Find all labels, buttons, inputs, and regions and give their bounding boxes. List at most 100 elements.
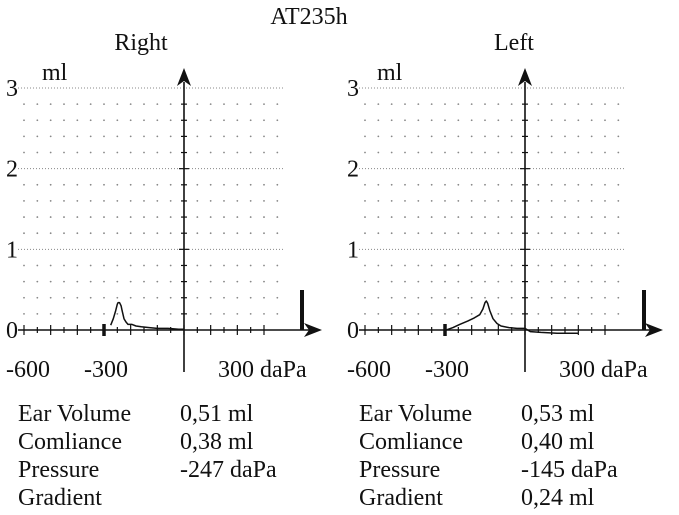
grid-dot: [156, 200, 159, 202]
grid-dot: [263, 280, 265, 283]
grid-dot: [196, 296, 199, 299]
grid-dot: [249, 103, 252, 106]
grid-dot: [76, 264, 79, 267]
grid-dot: [364, 119, 366, 122]
grid-dot: [196, 200, 199, 202]
grid-dot: [103, 119, 105, 122]
grid-dot: [417, 312, 420, 315]
grid-dot: [76, 151, 79, 154]
grid-dot: [63, 232, 65, 235]
grid-dot: [49, 264, 52, 267]
grid-dot: [89, 200, 92, 202]
grid-dot: [417, 280, 420, 283]
grid-dot: [430, 183, 433, 186]
grid-dot: [537, 232, 540, 235]
grid-dot: [89, 296, 92, 299]
y-axis-label: ml: [377, 60, 403, 86]
grid-dot: [604, 200, 606, 202]
grid-dot: [417, 119, 420, 122]
grid-dot: [577, 264, 580, 267]
grid-dot: [249, 216, 252, 218]
grid-dot: [470, 216, 473, 218]
grid-dot: [617, 119, 620, 122]
grid-dot: [390, 200, 393, 202]
grid-dot: [550, 200, 553, 202]
x-tick-label: 300 daPa: [218, 357, 307, 383]
grid-dot: [590, 151, 593, 154]
grid-dot: [470, 135, 473, 138]
grid-dot: [537, 200, 540, 202]
grid-dot: [470, 200, 473, 202]
grid-dot: [550, 264, 553, 267]
grid-dot: [537, 296, 540, 299]
grid-dot: [484, 312, 486, 315]
grid-dot: [223, 135, 225, 138]
grid-dot: [577, 119, 580, 122]
grid-dot: [143, 119, 145, 122]
x-axis-arrow: [304, 323, 322, 337]
grid-dot: [236, 119, 239, 122]
grid-dot: [23, 200, 25, 202]
result-row: Gradient 0,24 ml: [359, 484, 618, 512]
grid-dot: [63, 119, 65, 122]
grid-dot: [404, 312, 406, 315]
grid-dot: [23, 296, 25, 299]
y-tick-label: 1: [347, 237, 359, 263]
grid-dot: [510, 183, 513, 186]
grid-dot: [377, 119, 380, 122]
grid-dot: [364, 312, 366, 315]
y-tick-label: 0: [347, 318, 359, 344]
grid-dot: [236, 280, 239, 283]
grid-dot: [236, 135, 239, 138]
grid-dot: [209, 183, 212, 186]
result-row: Gradient: [18, 484, 277, 512]
grid-dot: [103, 151, 105, 154]
grid-dot: [457, 103, 460, 106]
grid-dot: [249, 200, 252, 202]
results-left-ear: Ear Volume 0,53 ml Comliance 0,40 ml Pressur…: [359, 400, 618, 512]
grid-dot: [156, 135, 159, 138]
grid-dot: [23, 119, 25, 122]
result-value: 0,51 ml: [180, 401, 254, 427]
grid-dot: [209, 103, 212, 106]
grid-dot: [617, 312, 620, 315]
grid-dot: [223, 200, 225, 202]
grid-dot: [617, 280, 620, 283]
grid-dot: [550, 216, 553, 218]
grid-dot: [564, 183, 566, 186]
grid-dot: [49, 312, 52, 315]
grid-dot: [196, 264, 199, 267]
grid-dot: [236, 103, 239, 106]
grid-dot: [430, 135, 433, 138]
grid-dot: [49, 296, 52, 299]
grid-dot: [36, 103, 39, 106]
grid-dot: [156, 296, 159, 299]
grid-dot: [430, 280, 433, 283]
grid-dot: [444, 232, 446, 235]
grid-dot: [590, 119, 593, 122]
grid-dot: [36, 119, 39, 122]
y-tick-label: 1: [6, 237, 18, 263]
grid-dot: [604, 232, 606, 235]
grid-dot: [617, 135, 620, 138]
grid-dot: [63, 296, 65, 299]
grid-dot: [76, 119, 79, 122]
grid-dot: [116, 232, 119, 235]
grid-dot: [63, 312, 65, 315]
grid-dot: [143, 312, 145, 315]
grid-dot: [249, 312, 252, 315]
grid-dot: [617, 264, 620, 267]
grid-dot: [617, 216, 620, 218]
grid-dot: [89, 312, 92, 315]
result-row: Comliance 0,38 ml: [18, 428, 277, 456]
grid-dot: [209, 216, 212, 218]
grid-dot: [497, 119, 500, 122]
grid-dot: [364, 296, 366, 299]
grid-dot: [156, 280, 159, 283]
results-right-ear: Ear Volume 0,51 ml Comliance 0,38 ml Pressur…: [18, 400, 277, 512]
grid-dot: [444, 119, 446, 122]
grid-dot: [457, 151, 460, 154]
grid-dot: [89, 119, 92, 122]
grid-dot: [249, 280, 252, 283]
grid-dot: [23, 312, 25, 315]
